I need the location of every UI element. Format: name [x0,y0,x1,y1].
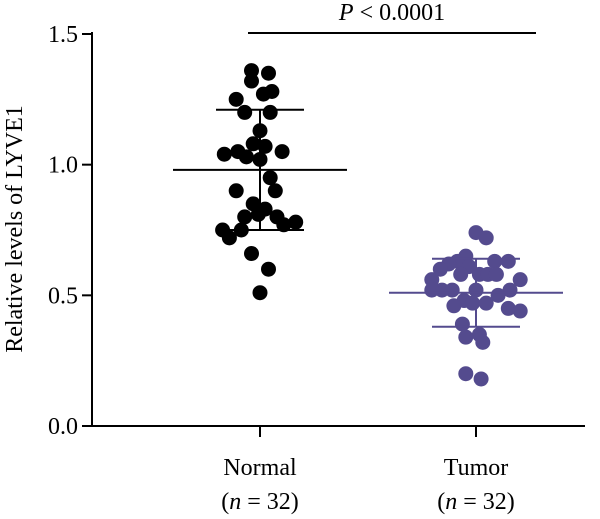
data-point [244,63,259,79]
data-point [228,183,244,199]
y-tick-label: 0.0 [48,414,78,440]
y-tick-label: 0.5 [48,283,78,309]
data-point [288,214,304,230]
p-symbol: P [338,0,354,26]
sample-size-value: = 32) [457,489,515,515]
data-point [454,316,470,332]
sample-size-open: ( [221,489,229,515]
p-value-label: P < 0.0001 [338,0,445,26]
data-point [262,104,278,120]
data-point [500,300,516,316]
y-tick-label: 1.0 [48,153,78,179]
data-point [458,329,474,345]
x-tick-label: Normal [223,455,297,481]
data-point [244,246,259,262]
data-point [237,104,253,120]
y-tick-label: 1.5 [48,22,78,48]
error-bars [389,257,563,328]
data-groups [173,63,563,387]
data-point [267,183,283,199]
p-value-text: < 0.0001 [354,0,446,26]
group-normal [173,63,347,301]
data-point [446,298,462,314]
data-point [257,138,273,154]
data-point [252,285,268,301]
sample-size-symbol: n [445,489,457,515]
data-point [250,206,266,222]
x-tick-label: Tumor [444,455,508,481]
data-point [500,253,516,269]
data-point [228,91,244,107]
data-point [444,282,460,298]
data-point [458,366,474,382]
data-point [512,303,528,319]
error-bars [173,108,347,231]
significance-annotation: P < 0.0001 [248,0,536,34]
sample-size-open: ( [437,489,445,515]
data-point [244,73,259,89]
data-point [238,149,254,165]
data-point [216,146,232,162]
data-point [453,266,469,282]
data-point [465,295,481,311]
data-point [261,261,276,277]
sample-size-label: (n = 32) [221,489,299,515]
sample-size-symbol: n [229,489,241,515]
data-point [502,282,518,298]
sample-size-value: = 32) [241,489,299,515]
x-ticks: Normal(n = 32)Tumor(n = 32) [221,426,515,515]
data-point [424,272,440,288]
data-point [245,136,261,152]
data-point [478,295,494,311]
data-point [473,371,489,387]
data-point [274,144,290,160]
data-point [221,230,237,246]
data-point [262,170,278,186]
sample-size-label: (n = 32) [437,489,515,515]
y-axis-label: Relative levels of LYVE1 [2,105,28,353]
data-point [432,261,448,277]
data-point [475,334,491,350]
axes [91,32,585,427]
group-tumor [389,225,563,387]
data-point [424,282,440,298]
data-point [487,253,503,269]
data-point [512,272,528,288]
data-point [237,209,253,225]
data-point [276,217,292,233]
data-point [488,266,504,282]
data-point [490,287,506,303]
data-point [478,230,494,246]
data-point [255,86,271,102]
data-point [261,65,276,81]
y-ticks: 0.0 0.5 1.0 1.5 [48,22,92,440]
